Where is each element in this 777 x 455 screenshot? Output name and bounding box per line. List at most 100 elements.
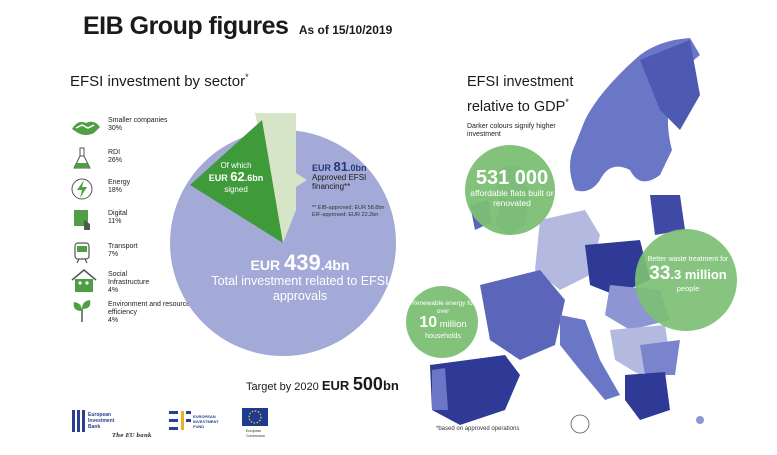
flats-bubble-text: 531 000 affordable flats built or renova… [462,168,562,208]
sector-percent: 11% [108,218,122,225]
renew-amount: 10 million [405,315,481,333]
map-benelux-germany [535,210,600,290]
sector-item-smaller-companies: Smaller companies 30% [70,115,168,139]
approved-note-eif: EIF-approved: EUR 22.2bn [312,212,379,218]
approved-text: Approved EFSI financing** [312,173,367,191]
sector-percent: 7% [108,251,119,258]
ec-line-1: European [246,429,262,433]
sector-label: Smaller companies [108,117,168,124]
map-finland [640,40,700,130]
total-currency: EUR [250,257,284,273]
renewable-bubble-text: Renewable energy for over 10 million hou… [405,300,481,341]
family-house-icon [71,269,97,292]
map-france [480,270,565,360]
approved-notes: ** EIB-approved: EUR 58.8bn EIF-approved… [312,205,427,219]
map-spain [430,355,520,425]
sector-label: Transport [108,243,138,250]
signed-prefix: Of which [220,161,252,170]
eib-line-3: Bank [88,424,101,430]
eib-logo-icon [72,410,85,432]
eib-tagline: The EU bank [112,433,152,439]
sector-item-digital: Digital 11% [70,208,127,232]
eif-line-1: EUROPEAN [193,414,216,419]
approved-note-eib: ** EIB-approved: EUR 58.8bn [312,205,385,211]
ec-logo-text: European Commission [246,429,265,438]
renew-unit: households [425,333,461,340]
sector-label: Environment and resource efficiency [108,301,191,316]
target-value: 500 [352,374,383,394]
signed-label: Of which EUR 62.6bn signed [196,160,276,195]
gdp-heading-mark: * [565,97,569,107]
handshake-icon [72,121,100,135]
sector-item-social-infrastructure: Social Infrastructure 4% [70,269,168,295]
sector-heading-mark: * [245,72,249,82]
target-prefix: Target by 2020 [246,381,319,393]
renew-label: Renewable energy for over [411,300,475,315]
waste-unit: people [676,284,700,293]
map-inset-circle [570,414,590,434]
waste-bubble-text: Better waste treatment for 33.3 million … [632,256,744,293]
signed-suffix: .6bn [244,173,264,183]
approved-value: 81 [333,159,348,174]
title-text: EIB Group figures [83,12,289,40]
map-poland [585,240,650,295]
total-label: Total investment related to EFSI approva… [211,274,389,303]
plant-icon [73,300,91,322]
tablet-touch-icon [74,210,90,230]
footnote: *based on approved operations [436,426,520,432]
waste-label: Better waste treatment for [647,256,729,263]
sector-item-rdi: RDI 26% [70,147,122,171]
target-line: Target by 2020 EUR 500bn [246,374,399,395]
signed-value: 62 [230,169,245,184]
sector-item-energy: Energy 18% [70,177,130,201]
signed-currency: EUR [208,173,231,183]
total-amount: EUR 439.4bn [215,250,385,276]
approved-suffix: .0bn [347,163,367,173]
eif-line-2: INVESTMENT [193,419,219,424]
approved-pointer-icon [296,173,307,187]
map-italy [560,315,620,400]
sector-percent: 30% [108,125,123,132]
sector-item-transport: Transport 7% [70,241,138,265]
eib-logo-text: European Investment Bank [88,412,114,430]
approved-label: EUR 81.0bn Approved EFSI financing** [312,160,422,191]
sector-percent: 4% [108,317,119,324]
train-icon [74,242,90,264]
map-baltics [650,195,685,235]
eib-line-2: Investment [88,418,115,424]
map-bulgaria [640,340,680,375]
eif-line-3: FUND [193,424,205,429]
map-cyprus [696,416,704,424]
target-suffix: bn [382,378,399,393]
approved-amount: EUR 81.0bn [312,160,367,173]
flats-label: affordable flats built or renovated [470,188,554,208]
signed-wedge [190,120,283,243]
eib-line-1: European [88,412,112,418]
renew-number-suffix: million [437,319,467,330]
signed-text: signed [224,185,248,194]
sector-label: Energy [108,179,131,186]
flats-bubble [465,145,555,235]
waste-amount: 33.3 million [632,264,744,284]
waste-number-suffix: .3 million [670,267,727,282]
sector-percent: 18% [108,187,123,194]
lightning-bolt-icon [71,178,93,200]
eif-logo-text: EUROPEAN INVESTMENT FUND [193,414,219,429]
sector-label: Digital [108,210,128,217]
renew-number: 10 [419,314,438,331]
sector-percent: 26% [108,157,123,164]
page-title: EIB Group figures As of 15/10/2019 [83,12,392,41]
sector-label: RDI [108,149,121,156]
total-suffix: .4bn [320,257,350,273]
gdp-heading-text: EFSI investment relative to GDP [467,74,574,115]
ec-logo-icon [242,408,268,426]
sector-label: Social Infrastructure [108,271,150,286]
map-portugal [432,368,448,410]
sector-heading: EFSI investment by sector* [70,72,249,90]
approved-currency: EUR [312,163,334,173]
flats-number: 531 000 [475,167,549,189]
sector-heading-text: EFSI investment by sector [70,73,246,90]
total-value: 439 [283,250,321,275]
signed-amount: EUR 62.6bn [208,170,264,183]
